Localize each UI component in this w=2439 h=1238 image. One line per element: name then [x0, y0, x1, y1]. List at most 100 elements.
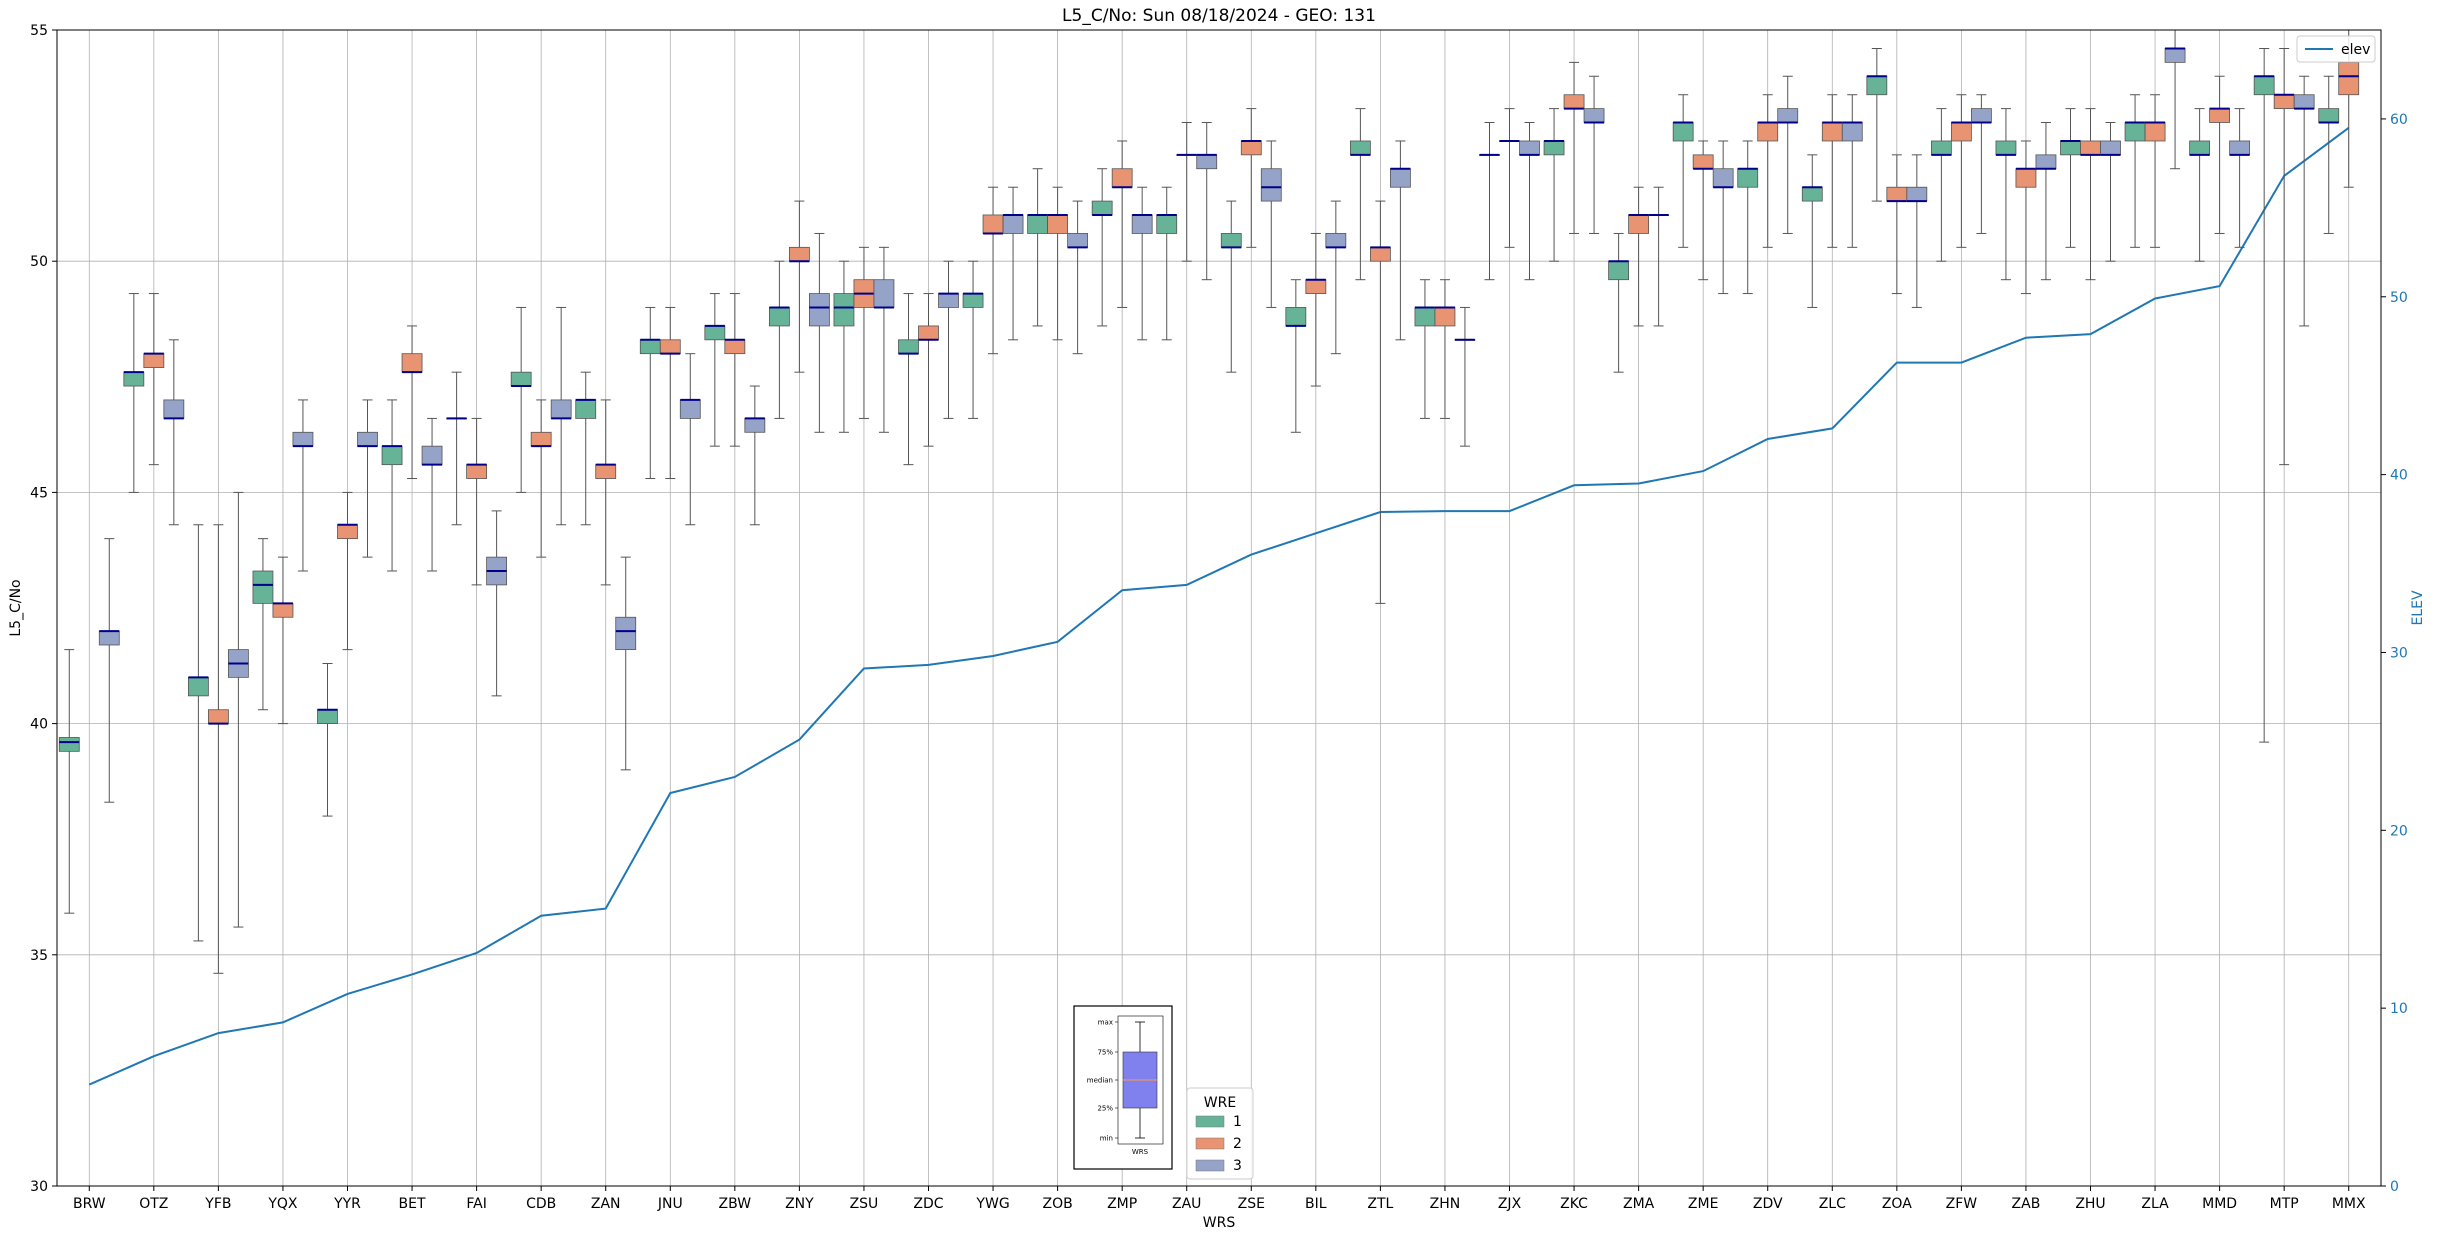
box-ZHU-wre3: [2100, 121, 2121, 262]
box-ZHU-wre1: [2060, 108, 2081, 248]
box-iqr: [833, 293, 855, 327]
y-right-tick-label: 0: [2390, 1179, 2399, 1195]
y-tick-label: 30: [30, 1179, 48, 1195]
box-iqr: [1067, 233, 1089, 248]
x-tick-label: BIL: [1305, 1196, 1327, 1212]
box-YYR-wre2: [337, 491, 358, 651]
key-label: median: [1087, 1077, 1113, 1085]
y-right-tick-label: 20: [2390, 823, 2408, 839]
box-iqr: [1886, 186, 1908, 202]
box-iqr: [1821, 122, 1843, 142]
box-BIL-wre3: [1325, 200, 1347, 355]
key-label: 25%: [1097, 1105, 1113, 1113]
y-axis-right-label: ELEV: [2410, 590, 2426, 625]
x-tick-label: ZOB: [1043, 1196, 1073, 1212]
box-iqr: [808, 293, 830, 327]
box-iqr: [768, 307, 790, 327]
box-iqr: [163, 399, 185, 419]
x-tick-label: ZAB: [2012, 1196, 2041, 1212]
wre-legend: WRE 1 2 3: [1186, 1087, 1254, 1180]
box-iqr: [2080, 140, 2101, 156]
box-iqr: [510, 371, 532, 387]
box-iqr: [575, 399, 597, 419]
y-tick-label: 40: [30, 717, 48, 733]
box-ZAU-wre2: [1176, 121, 1198, 262]
box-iqr: [1906, 186, 1928, 202]
box-ZME-wre1: [1672, 94, 1694, 248]
elev-line: [88, 126, 2350, 1086]
box-MTP-wre3: [2293, 75, 2315, 327]
x-tick-label: ZSE: [1238, 1196, 1265, 1212]
x-tick-label: ZBW: [719, 1196, 752, 1212]
box-FAI-wre1: [446, 371, 468, 526]
y-tick-label: 50: [30, 254, 48, 270]
box-iqr: [58, 737, 80, 752]
box-iqr: [2060, 140, 2081, 156]
box-iqr: [1628, 214, 1650, 234]
box-iqr: [1543, 140, 1565, 156]
box-MMD-wre2: [2209, 75, 2231, 234]
x-tick-label: ZFW: [1946, 1196, 1978, 1212]
box-ZJX-wre1: [1479, 121, 1500, 281]
box-iqr: [1930, 140, 1952, 156]
box-iqr: [2015, 168, 2037, 188]
box-ZHN-wre2: [1434, 279, 1456, 419]
wre-legend-label: 1: [1233, 1114, 1242, 1130]
box-YFB-wre3: [227, 491, 249, 928]
y-tick-label: 55: [30, 23, 48, 39]
x-tick-label: ZTL: [1367, 1196, 1393, 1212]
x-tick-label: ZNY: [785, 1196, 814, 1212]
box-ZAU-wre1: [1156, 186, 1178, 341]
y-right-tick-label: 30: [2390, 645, 2408, 661]
x-tick-label: ZOA: [1882, 1196, 1912, 1212]
x-tick-label: ZDC: [913, 1196, 943, 1212]
box-iqr: [1047, 214, 1069, 234]
box-ZAN-wre1: [575, 371, 597, 526]
box-iqr: [704, 325, 726, 341]
box-ZHN-wre3: [1454, 306, 1476, 447]
box-iqr: [615, 616, 637, 651]
wre-legend-label: 3: [1233, 1158, 1242, 1174]
box-ZLC-wre2: [1821, 94, 1843, 248]
box-iqr: [1995, 140, 2017, 156]
box-ZMA-wre2: [1628, 186, 1650, 327]
box-ZME-wre2: [1692, 140, 1714, 281]
box-BRW-wre3: [98, 538, 120, 803]
y-right-tick-label: 40: [2390, 468, 2408, 484]
x-tick-label: BET: [399, 1196, 426, 1212]
box-iqr: [2164, 48, 2186, 63]
box-iqr: [143, 353, 165, 368]
box-ZNY-wre1: [768, 260, 790, 419]
box-CDB-wre2: [530, 399, 552, 558]
box-iqr: [2144, 122, 2166, 142]
box-ZOA-wre1: [1866, 47, 1888, 202]
box-iqr: [1866, 75, 1888, 96]
box-iqr: [962, 293, 984, 308]
box-ZTL-wre1: [1349, 108, 1371, 281]
box-ZJX-wre3: [1519, 121, 1540, 281]
box-MTP-wre2: [2273, 47, 2295, 466]
box-ZOA-wre2: [1886, 154, 1908, 295]
box-iqr: [1389, 168, 1411, 188]
box-ZSU-wre1: [833, 260, 855, 433]
box-iqr: [2273, 94, 2295, 110]
box-ZDC-wre1: [898, 293, 919, 466]
box-CDB-wre1: [510, 306, 532, 493]
box-BRW-wre1: [58, 649, 80, 914]
box-iqr: [1692, 154, 1714, 170]
box-ZKC-wre3: [1583, 75, 1605, 234]
box-iqr: [744, 418, 766, 433]
box-ZMA-wre1: [1608, 232, 1630, 373]
box-iqr: [421, 445, 443, 466]
wre-legend-title: WRE: [1204, 1095, 1236, 1111]
box-iqr: [337, 524, 358, 540]
box-ZAB-wre2: [2015, 140, 2037, 295]
box-ZSE-wre2: [1240, 108, 1262, 248]
elev-legend-frame: [2296, 35, 2376, 63]
x-tick-label: ZHN: [1430, 1196, 1461, 1212]
box-iqr: [1369, 246, 1391, 262]
box-ZFW-wre1: [1930, 108, 1952, 262]
box-iqr: [1608, 260, 1630, 281]
x-tick-label: YWG: [975, 1196, 1009, 1212]
